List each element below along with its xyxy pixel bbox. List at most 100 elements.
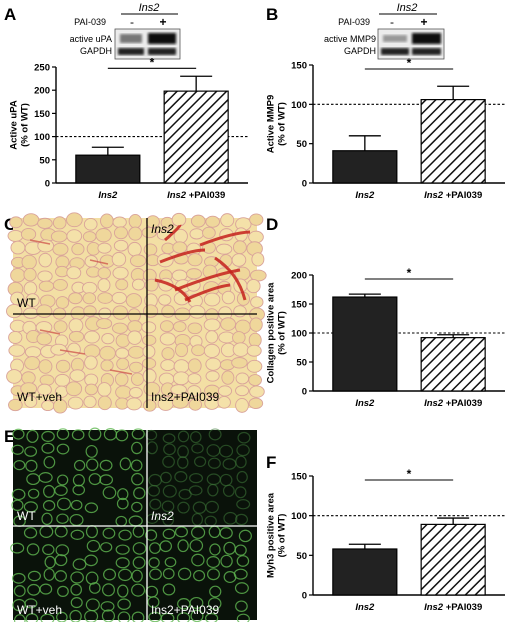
panel-letter-f: F bbox=[266, 453, 276, 472]
micrograph-label: WT bbox=[17, 296, 36, 310]
myofiber bbox=[205, 357, 222, 371]
myofiber bbox=[172, 241, 188, 254]
myofiber bbox=[69, 609, 82, 622]
myofiber bbox=[70, 597, 83, 609]
myofiber bbox=[215, 243, 233, 255]
myofiber bbox=[125, 293, 143, 308]
myofiber bbox=[83, 395, 97, 409]
myofiber bbox=[111, 291, 127, 305]
myofiber bbox=[84, 383, 98, 396]
y-tick-label: 50 bbox=[296, 358, 307, 369]
myofiber bbox=[248, 374, 262, 387]
myofiber bbox=[246, 278, 261, 294]
x-tick-label: Ins2 bbox=[98, 190, 118, 201]
myofiber bbox=[23, 501, 38, 513]
myofiber bbox=[205, 330, 219, 344]
myofiber bbox=[142, 357, 157, 370]
x-tick-label: Ins2 +PAI039 bbox=[424, 190, 482, 201]
myofiber bbox=[219, 527, 233, 539]
micrograph-label: WT+veh bbox=[17, 390, 62, 404]
myofiber bbox=[101, 332, 115, 345]
x-tick-label: Ins2 +PAI039 bbox=[167, 190, 225, 201]
myofiber bbox=[190, 431, 202, 444]
myofiber bbox=[162, 484, 177, 498]
blot-treatment-label: PAI-039 bbox=[74, 17, 106, 27]
myofiber bbox=[113, 239, 129, 252]
myofiber bbox=[149, 498, 162, 510]
myofiber bbox=[235, 385, 250, 397]
myofiber bbox=[115, 347, 130, 359]
myofiber bbox=[20, 382, 38, 396]
myofiber bbox=[188, 485, 203, 496]
myofiber bbox=[71, 429, 85, 441]
myofiber bbox=[56, 428, 70, 440]
myofiber bbox=[23, 527, 38, 539]
bar bbox=[420, 99, 486, 184]
myofiber bbox=[191, 512, 203, 526]
myofiber bbox=[205, 215, 221, 228]
myofiber bbox=[10, 240, 26, 255]
myofiber bbox=[131, 278, 145, 291]
myofiber bbox=[248, 397, 264, 410]
myofiber bbox=[115, 278, 129, 291]
panel-letter-d: D bbox=[266, 215, 278, 234]
myofiber bbox=[249, 385, 265, 398]
myofiber bbox=[41, 430, 55, 442]
myofiber bbox=[112, 266, 129, 280]
myofiber bbox=[171, 269, 188, 282]
myofiber bbox=[27, 570, 41, 582]
myofiber bbox=[188, 305, 206, 319]
myofiber bbox=[66, 229, 83, 243]
myofiber bbox=[100, 542, 113, 553]
myofiber bbox=[69, 369, 86, 382]
myofiber bbox=[11, 499, 24, 511]
myofiber bbox=[13, 614, 26, 622]
myofiber bbox=[68, 318, 84, 333]
y-axis-label: Collagen positive area(% of WT) bbox=[266, 282, 288, 384]
collagen-streak bbox=[174, 268, 241, 292]
panel-letter-e: E bbox=[4, 427, 15, 446]
myofiber bbox=[117, 488, 129, 501]
myofiber bbox=[6, 369, 23, 384]
myofiber bbox=[24, 346, 42, 359]
myofiber bbox=[189, 228, 204, 240]
myofiber bbox=[188, 398, 202, 411]
myofiber bbox=[208, 428, 222, 441]
myofiber bbox=[10, 267, 26, 283]
myofiber bbox=[236, 613, 250, 622]
myofiber bbox=[161, 347, 175, 360]
myofiber bbox=[10, 542, 25, 554]
myofiber bbox=[219, 444, 234, 458]
myofiber bbox=[82, 231, 97, 243]
myofiber bbox=[42, 500, 56, 512]
myofiber bbox=[11, 444, 24, 455]
myofiber bbox=[38, 280, 55, 292]
blot-band bbox=[148, 33, 176, 44]
bar bbox=[75, 154, 141, 184]
myofiber bbox=[9, 216, 23, 229]
y-tick-label: 50 bbox=[39, 155, 50, 166]
myofiber bbox=[56, 443, 70, 455]
myofiber bbox=[177, 567, 192, 581]
myofiber bbox=[24, 598, 38, 609]
myofiber bbox=[86, 458, 99, 471]
myofiber bbox=[114, 372, 129, 387]
myofiber bbox=[72, 558, 87, 571]
myofiber bbox=[97, 278, 111, 293]
myofiber bbox=[36, 304, 53, 318]
myofiber bbox=[231, 253, 247, 267]
blot-group-label: Ins2 bbox=[139, 2, 160, 14]
myofiber bbox=[119, 457, 132, 471]
myofiber bbox=[177, 430, 190, 443]
myofiber bbox=[70, 306, 86, 321]
significance-star: * bbox=[407, 56, 412, 70]
myofiber bbox=[41, 512, 53, 526]
myofiber bbox=[176, 612, 191, 622]
myofiber bbox=[11, 572, 26, 584]
y-tick-label: 100 bbox=[34, 132, 50, 143]
myofiber bbox=[24, 446, 38, 457]
myofiber bbox=[174, 526, 188, 538]
myofiber bbox=[97, 395, 112, 411]
myofiber bbox=[84, 330, 100, 344]
